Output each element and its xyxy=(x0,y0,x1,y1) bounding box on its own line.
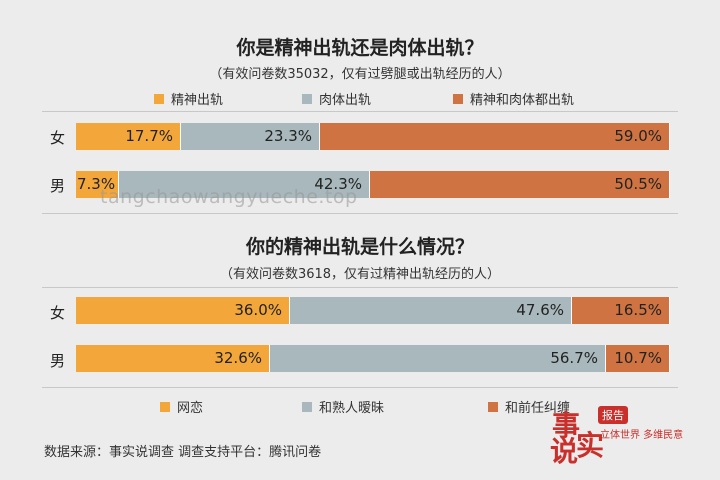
chart2-legend-item-2: 和前任纠缠 xyxy=(488,397,570,416)
bar-segment-1 xyxy=(119,171,370,198)
chart2-bar-female: 36.0% 47.6% 16.5% xyxy=(76,297,670,324)
chart1-legend-item-2: 精神和肉体都出轨 xyxy=(453,89,574,108)
logo-mark: 说 xyxy=(550,435,579,468)
chart1-bottom-divider xyxy=(42,213,678,214)
chart2-bar-male: 32.6% 56.7% 10.7% xyxy=(76,345,670,372)
data-label: 10.7% xyxy=(614,349,662,367)
chart1-bar-female: 17.7% 23.3% 59.0% xyxy=(76,123,670,150)
legend-swatch xyxy=(488,401,498,412)
chart2-row-label-male: 男 xyxy=(50,352,66,370)
chart1-row-label-male: 男 xyxy=(50,177,66,195)
chart1-divider xyxy=(42,111,678,112)
data-label: 16.5% xyxy=(614,301,662,319)
bar-segment-2 xyxy=(370,171,670,198)
data-label: 32.6% xyxy=(214,349,262,367)
legend-label: 和熟人暧昧 xyxy=(319,401,385,416)
logo-mark: 实 xyxy=(576,429,605,462)
bar-segment-2 xyxy=(572,297,670,324)
chart2-legend-item-0: 网恋 xyxy=(160,397,203,416)
chart2-subtitle: （有效问卷数3618，仅有过精神出轨经历的人） xyxy=(219,267,501,282)
legend-swatch xyxy=(302,93,312,104)
chart1-title: 你是精神出轨还是肉体出轨？ xyxy=(236,37,484,59)
bar-segment-2 xyxy=(320,123,670,150)
chart2-legend-item-1: 和熟人暧昧 xyxy=(302,397,384,416)
chart2-title: 你的精神出轨是什么情况？ xyxy=(245,236,474,258)
bar-segment-0 xyxy=(76,123,181,150)
legend-label: 网恋 xyxy=(177,401,204,416)
data-label: 42.3% xyxy=(314,175,362,193)
data-label: 59.0% xyxy=(614,127,662,145)
legend-swatch xyxy=(302,401,312,412)
data-label: 47.6% xyxy=(516,301,564,319)
legend-label: 和前任纠缠 xyxy=(505,401,571,416)
bar-segment-1 xyxy=(181,123,320,150)
legend-label: 肉体出轨 xyxy=(319,93,372,108)
legend-label: 精神出轨 xyxy=(171,93,224,108)
data-source-footer: 数据来源：事实说调查 调查支持平台：腾讯问卷 xyxy=(44,445,322,460)
bar-segment-2 xyxy=(606,345,670,372)
data-label: 23.3% xyxy=(264,127,312,145)
watermark-text: tangchaowangyueche.top xyxy=(100,186,358,208)
chart2-top-divider xyxy=(42,287,678,288)
data-label: 7.3% xyxy=(77,175,116,193)
chart1-legend-item-0: 精神出轨 xyxy=(154,89,223,108)
logo-slogan: 立体世界 多维民意 xyxy=(600,430,684,441)
data-label: 50.5% xyxy=(614,175,662,193)
data-label: 36.0% xyxy=(234,301,282,319)
chart1-legend-item-1: 肉体出轨 xyxy=(302,89,371,108)
bar-segment-1 xyxy=(290,297,572,324)
chart2-divider xyxy=(42,387,678,388)
chart1-bar-male: 7.3% 42.3% 50.5% xyxy=(76,171,670,198)
logo-tag: 报告 xyxy=(598,406,628,424)
chart1-row-label-female: 女 xyxy=(50,129,66,147)
brand-logo: 事 实 说 报告 立体世界 多维民意 xyxy=(550,404,712,468)
data-label: 17.7% xyxy=(125,127,173,145)
legend-swatch xyxy=(154,93,164,104)
chart2-row-label-female: 女 xyxy=(50,304,66,322)
bar-segment-0 xyxy=(76,297,290,324)
legend-swatch xyxy=(160,401,170,412)
legend-label: 精神和肉体都出轨 xyxy=(470,93,575,108)
logo-mark: 事 xyxy=(552,409,581,442)
bar-segment-0 xyxy=(76,171,119,198)
bar-segment-0 xyxy=(76,345,270,372)
bar-segment-1 xyxy=(270,345,606,372)
legend-swatch xyxy=(453,93,463,104)
data-label: 56.7% xyxy=(550,349,598,367)
chart1-subtitle: （有效问卷数35032，仅有过劈腿或出轨经历的人） xyxy=(209,67,511,82)
